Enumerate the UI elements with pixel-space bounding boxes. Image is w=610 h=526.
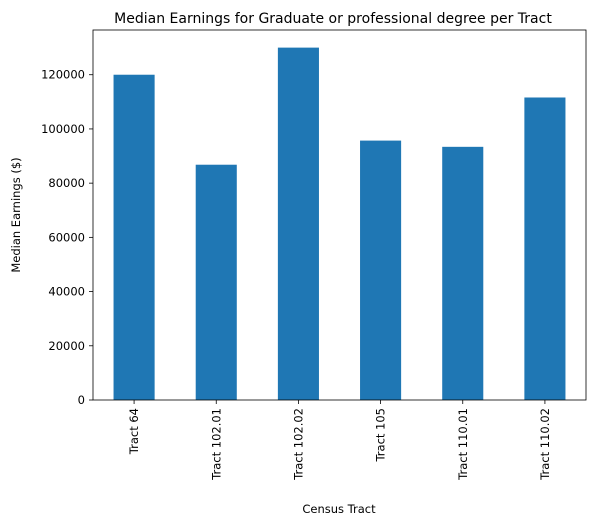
bar-5 [524, 97, 566, 400]
y-tick-label-5: 100000 [41, 122, 85, 136]
bar-4 [442, 146, 484, 400]
chart-title: Median Earnings for Graduate or professi… [114, 11, 552, 27]
x-tick-label-2: Tract 102.02 [291, 408, 305, 481]
bar-3 [360, 140, 402, 401]
x-tick-label-0: Tract 64 [127, 408, 141, 455]
x-tick-label-5: Tract 110.02 [538, 408, 552, 481]
plot-frame [92, 29, 587, 401]
x-tick-label-1: Tract 102.01 [209, 408, 223, 481]
y-axis-label: Median Earnings ($) [9, 157, 23, 272]
x-axis: Tract 64 Tract 102.01 Tract 102.02 Tract 10… [127, 400, 552, 481]
y-tick-label-3: 60000 [48, 230, 85, 244]
bar-2 [277, 47, 319, 400]
y-tick-label-1: 20000 [48, 339, 85, 353]
bar-0 [113, 74, 155, 400]
bar-1 [195, 164, 237, 400]
x-tick-label-4: Tract 110.01 [456, 408, 470, 481]
x-tick-label-3: Tract 105 [374, 408, 388, 463]
y-tick-label-6: 120000 [41, 68, 85, 82]
y-tick-label-4: 80000 [48, 176, 85, 190]
bars-group [113, 47, 566, 401]
y-tick-label-0: 0 [78, 393, 85, 407]
y-axis: 0 20000 40000 60000 80000 100000 120000 [41, 68, 93, 407]
x-axis-label: Census Tract [302, 502, 376, 516]
y-tick-label-2: 40000 [48, 285, 85, 299]
